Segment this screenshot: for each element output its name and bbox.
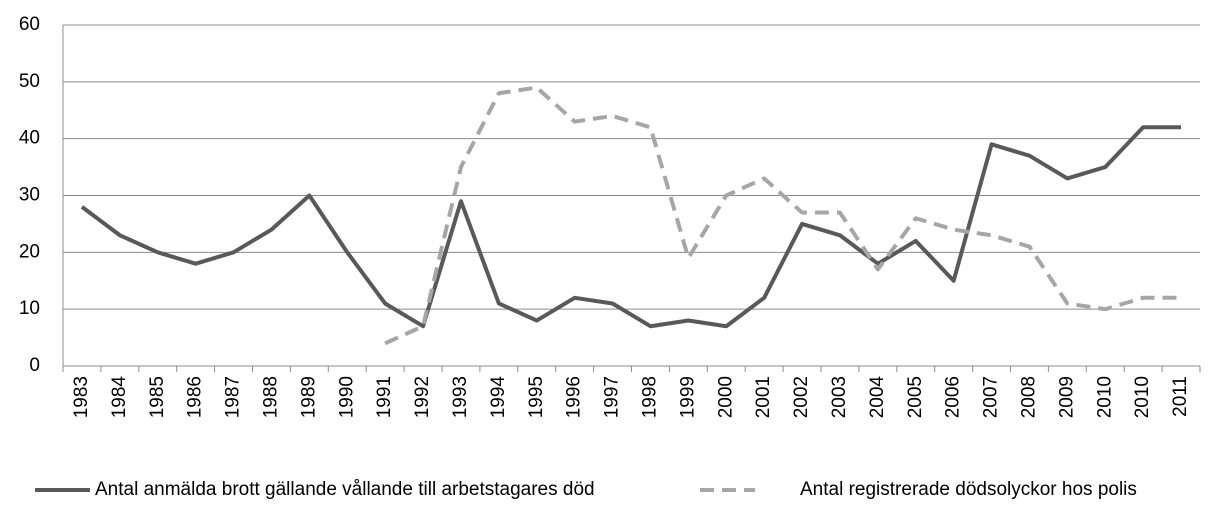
x-tick-label: 2001 <box>753 376 774 418</box>
x-tick-label: 1987 <box>223 376 244 418</box>
x-tick-label: 2006 <box>943 376 964 418</box>
x-tick-label: 2011 <box>1170 376 1191 417</box>
y-tick-label: 0 <box>29 355 40 376</box>
x-tick-label: 2003 <box>829 376 850 418</box>
x-tick-label: 1993 <box>450 376 471 418</box>
x-tick-label: 1992 <box>412 376 433 418</box>
x-tick-label: 1988 <box>260 376 281 418</box>
x-tick-label: 1984 <box>109 376 130 419</box>
x-tick-label: 1986 <box>185 376 206 418</box>
x-tick-label: 2007 <box>981 376 1002 418</box>
x-tick-label: 2000 <box>715 376 736 418</box>
x-tick-label: 1989 <box>298 376 319 418</box>
y-tick-label: 40 <box>19 128 40 149</box>
x-tick-label: 1998 <box>639 376 660 418</box>
x-tick-label: 2010 <box>1094 376 1115 418</box>
x-tick-label: 2008 <box>1018 376 1039 418</box>
y-tick-label: 60 <box>19 14 40 35</box>
y-tick-label: 30 <box>19 185 40 206</box>
legend-label: Antal registrerade dödsolyckor hos polis <box>800 479 1137 500</box>
x-tick-label: 1990 <box>336 376 357 418</box>
x-tick-label: 1999 <box>677 376 698 418</box>
legend-label: Antal anmälda brott gällande vållande ti… <box>95 479 595 500</box>
x-tick-label: 1994 <box>488 376 509 419</box>
x-tick-label: 1983 <box>71 376 92 418</box>
y-tick-label: 10 <box>19 298 40 319</box>
x-tick-label: 2005 <box>905 376 926 418</box>
x-tick-label: 2002 <box>791 376 812 418</box>
x-tick-label: 1995 <box>526 376 547 418</box>
x-tick-label: 1997 <box>602 376 623 418</box>
x-tick-label: 1991 <box>374 376 395 418</box>
series-line <box>384 85 1182 346</box>
x-tick-label: 2009 <box>1056 376 1077 418</box>
x-tick-label: 1985 <box>147 376 168 418</box>
y-tick-label: 50 <box>19 71 40 92</box>
y-tick-label: 20 <box>19 241 40 262</box>
x-tick-label: 2004 <box>867 376 888 419</box>
x-tick-label: 1996 <box>564 376 585 418</box>
series-line <box>80 125 1182 329</box>
x-tick-label: 2010 <box>1132 376 1153 418</box>
